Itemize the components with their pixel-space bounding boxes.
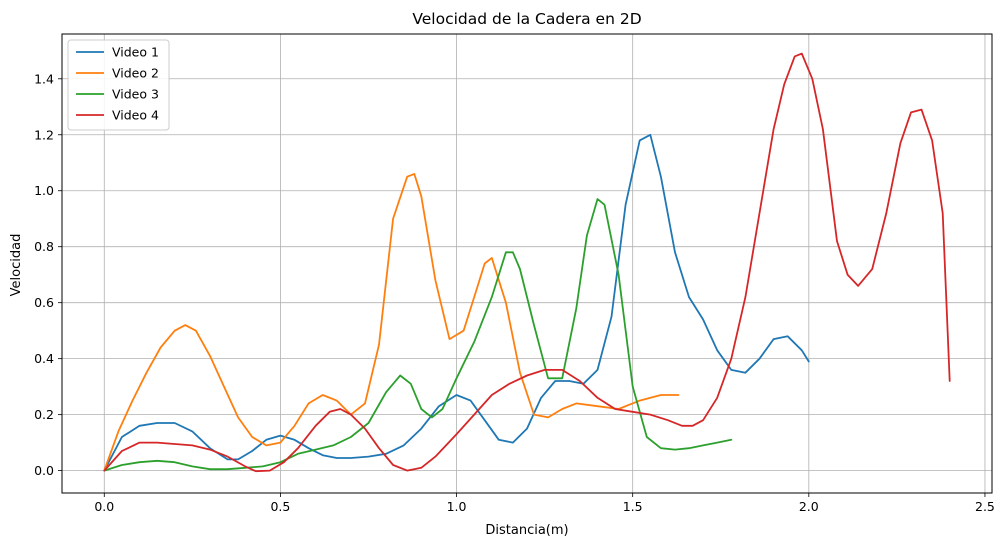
- x-tick-label: 2.0: [799, 499, 819, 514]
- legend: Video 1 Video 2 Video 3 Video 4: [67, 39, 170, 131]
- y-tick-label: 0.6: [34, 295, 54, 310]
- legend-entry: Video 1: [112, 45, 159, 60]
- x-axis-label: Distancia(m): [485, 523, 568, 538]
- legend-box: [67, 39, 170, 131]
- legend-entry: Video 3: [112, 87, 159, 102]
- y-tick-label: 0.4: [34, 351, 54, 366]
- x-tick-label: 1.0: [447, 499, 467, 514]
- series-line-video-1: [103, 133, 810, 472]
- x-tick-label: 1.5: [623, 499, 643, 514]
- y-tick-label: 1.0: [34, 183, 54, 198]
- y-tick-label: 1.2: [34, 127, 54, 142]
- series-lines: [103, 52, 951, 473]
- y-tick-label: 0.2: [34, 407, 54, 422]
- legend-entry: Video 4: [112, 108, 159, 123]
- x-tick-label: 0.5: [270, 499, 290, 514]
- y-tick-label: 0.8: [34, 239, 54, 254]
- x-tick-label: 0.0: [94, 499, 114, 514]
- grid: [62, 34, 992, 493]
- axis-ticks: 0.0 0.5 1.0 1.5 2.0 2.5 0.0 0.2 0.4 0.6 0.8 1.0 1.2 1…: [34, 71, 995, 514]
- series-line-video-4: [103, 52, 951, 473]
- legend-entry: Video 2: [112, 66, 159, 81]
- x-tick-label: 2.5: [975, 499, 995, 514]
- series-line-video-3: [103, 198, 733, 472]
- chart-title: Velocidad de la Cadera en 2D: [412, 10, 641, 28]
- plot-frame: [61, 33, 993, 494]
- series-line-video-2: [103, 172, 680, 472]
- y-axis-label: Velocidad: [9, 234, 24, 297]
- y-tick-label: 0.0: [34, 463, 54, 478]
- y-tick-label: 1.4: [34, 71, 54, 86]
